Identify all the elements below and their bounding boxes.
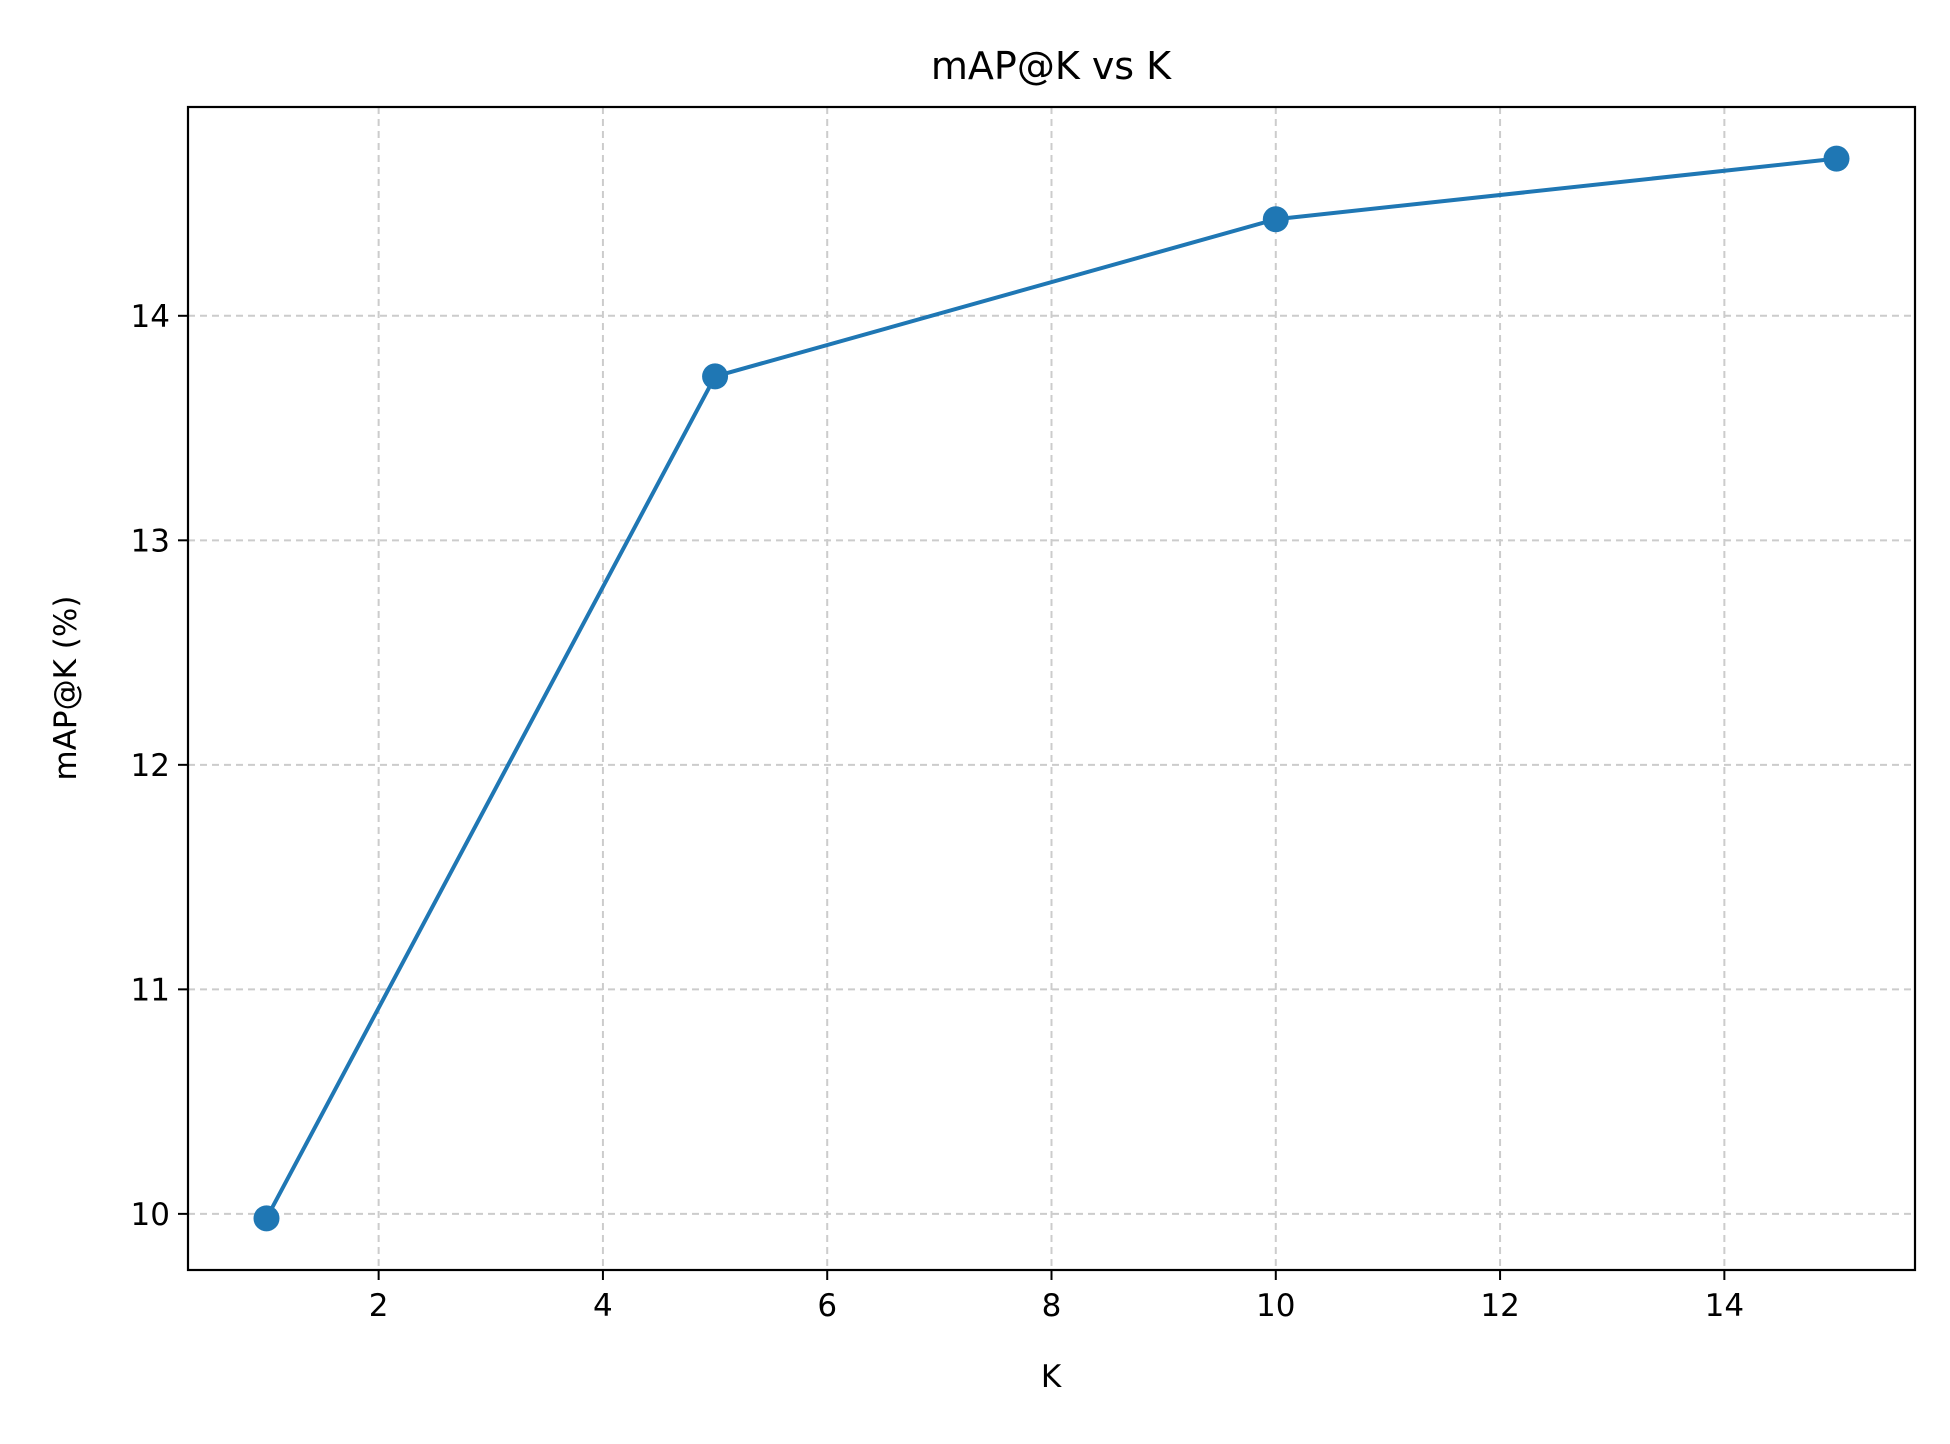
y-axis-label: mAP@K (%): [48, 596, 84, 781]
data-point: [1823, 145, 1850, 172]
series-layer: [253, 145, 1850, 1232]
grid-lines: [188, 107, 1915, 1270]
chart-title: mAP@K vs K: [931, 44, 1172, 88]
y-axis-ticks: 10 11 12 13 14: [131, 299, 188, 1233]
x-axis-ticks: 2 4 6 8 10 12 14: [369, 1270, 1744, 1324]
y-tick-label: 14: [131, 299, 170, 335]
y-tick-label: 12: [131, 748, 170, 784]
x-tick-label: 10: [1256, 1288, 1295, 1324]
y-tick-label: 13: [131, 523, 170, 559]
x-tick-label: 14: [1705, 1288, 1744, 1324]
x-tick-label: 2: [369, 1288, 389, 1324]
x-tick-label: 12: [1480, 1288, 1519, 1324]
y-tick-label: 11: [131, 972, 170, 1008]
data-point: [253, 1205, 280, 1232]
x-tick-label: 6: [817, 1288, 837, 1324]
x-tick-label: 8: [1042, 1288, 1062, 1324]
data-point: [702, 363, 729, 390]
series-line: [264, 156, 1839, 1221]
data-point: [1262, 206, 1289, 233]
x-axis-label: K: [1041, 1359, 1062, 1395]
y-tick-label: 10: [131, 1197, 170, 1233]
x-tick-label: 4: [593, 1288, 613, 1324]
